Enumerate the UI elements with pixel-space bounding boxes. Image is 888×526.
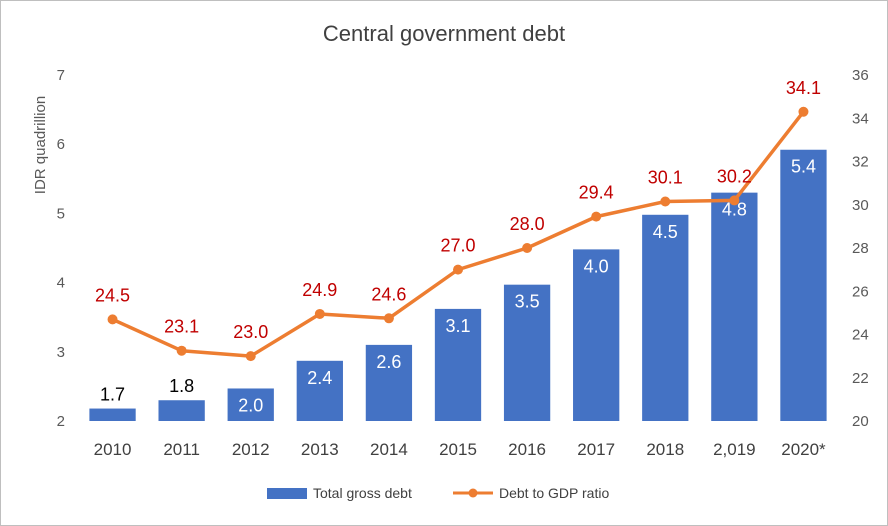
- bar-data-label: 4.5: [653, 222, 678, 242]
- bar: [365, 344, 413, 421]
- y-tick-label: 3: [57, 344, 65, 361]
- legend-swatch-marker: [468, 488, 478, 498]
- bar: [296, 360, 343, 421]
- bar: [89, 408, 136, 421]
- bar: [711, 192, 758, 421]
- y2-tick-label: 30: [852, 197, 869, 214]
- x-tick-label: 2011: [163, 440, 200, 459]
- y2-tick-label: 28: [852, 240, 869, 257]
- bar: [573, 249, 620, 421]
- line-data-label: 24.9: [302, 280, 337, 300]
- bar: [642, 214, 689, 421]
- bar-data-label: 2.4: [307, 368, 332, 388]
- bar-data-label: 2.6: [376, 352, 401, 372]
- x-axis-ticks: 2010 2011 2012 2013 2014 2015 2016 2017 2018 2,01…: [94, 440, 826, 459]
- line-data-label: 34.1: [786, 78, 821, 98]
- y2-tick-label: 34: [852, 110, 869, 127]
- bar-data-label: 5.4: [791, 157, 816, 177]
- line-data-label: 24.6: [371, 284, 406, 304]
- line-point: [314, 308, 325, 319]
- line-point: [383, 313, 394, 324]
- line-data-label: 30.2: [717, 166, 752, 186]
- y-tick-label: 2: [57, 413, 65, 430]
- y2-tick-label: 22: [852, 370, 869, 387]
- legend: Total gross debt Debt to GDP ratio: [267, 485, 609, 501]
- legend-label-line: Debt to GDP ratio: [499, 485, 609, 501]
- line-data-label: 23.0: [233, 322, 268, 342]
- x-tick-label: 2014: [370, 440, 408, 459]
- bar: [503, 284, 551, 421]
- x-tick-label: 2,019: [713, 440, 756, 459]
- x-tick-label: 2018: [646, 440, 684, 459]
- bar-data-label: 1.7: [100, 385, 125, 405]
- line-point: [522, 243, 533, 253]
- y-tick-label: 6: [57, 136, 65, 153]
- x-tick-label: 2017: [577, 440, 615, 459]
- y2-tick-label: 26: [852, 283, 869, 300]
- legend-swatch-bar: [267, 488, 307, 499]
- line-data-label: 28.0: [510, 214, 545, 234]
- bar-data-label: 3.5: [515, 292, 540, 312]
- line-point: [729, 195, 740, 206]
- bar-data-label: 3.1: [445, 316, 470, 336]
- y-axis-ticks: 2 3 4 5 6 7: [57, 67, 65, 430]
- bar-data-label: 2.0: [238, 395, 263, 415]
- y-tick-label: 4: [57, 275, 65, 292]
- line-data-label: 24.5: [95, 285, 130, 305]
- x-tick-label: 2013: [301, 440, 339, 459]
- bar: [780, 149, 827, 421]
- line-data-label: 27.0: [440, 236, 475, 256]
- x-tick-label: 2016: [508, 440, 546, 459]
- line-data-labels: 24.5 23.1 23.0 24.9 24.6 27.0 28.0 29.4 30.1 30.2…: [95, 78, 821, 342]
- line-point: [453, 264, 463, 275]
- bar: [227, 388, 274, 421]
- bar: [434, 308, 482, 421]
- line-point: [660, 196, 671, 207]
- chart-title: Central government debt: [323, 21, 565, 46]
- y-axis-title: IDR quadrillion: [32, 96, 49, 194]
- line-point: [245, 351, 256, 362]
- line-point: [107, 314, 118, 325]
- y-tick-label: 7: [57, 67, 65, 84]
- bar-data-label: 4.0: [584, 256, 609, 276]
- line-data-label: 29.4: [579, 183, 614, 203]
- line-point: [798, 106, 809, 117]
- y2-tick-label: 36: [852, 67, 869, 84]
- line-series: [107, 106, 809, 362]
- x-tick-label: 2015: [439, 440, 477, 459]
- line-point: [176, 345, 187, 356]
- y2-axis-ticks: 20 22 24 26 28 30 32 34 36: [852, 67, 869, 430]
- y2-tick-label: 24: [852, 327, 869, 344]
- line-data-label: 30.1: [648, 168, 683, 188]
- x-tick-label: 2010: [94, 440, 132, 459]
- y2-tick-label: 32: [852, 154, 869, 171]
- y2-tick-label: 20: [852, 413, 869, 430]
- bar-data-label: 4.8: [722, 200, 747, 220]
- line-data-label: 23.1: [164, 317, 199, 337]
- bar: [158, 400, 205, 421]
- x-tick-label: 2012: [232, 440, 270, 459]
- y-tick-label: 5: [57, 205, 65, 222]
- bar-data-label: 1.8: [169, 376, 194, 396]
- legend-label-bar: Total gross debt: [313, 485, 412, 501]
- bar-data-labels: 1.7 1.8 2.0 2.4 2.6 3.1 3.5 4.0 4.5 4.8 5.4: [100, 157, 816, 416]
- bar-series: [89, 149, 827, 421]
- line-point: [591, 211, 602, 222]
- x-tick-label: 2020*: [781, 440, 826, 459]
